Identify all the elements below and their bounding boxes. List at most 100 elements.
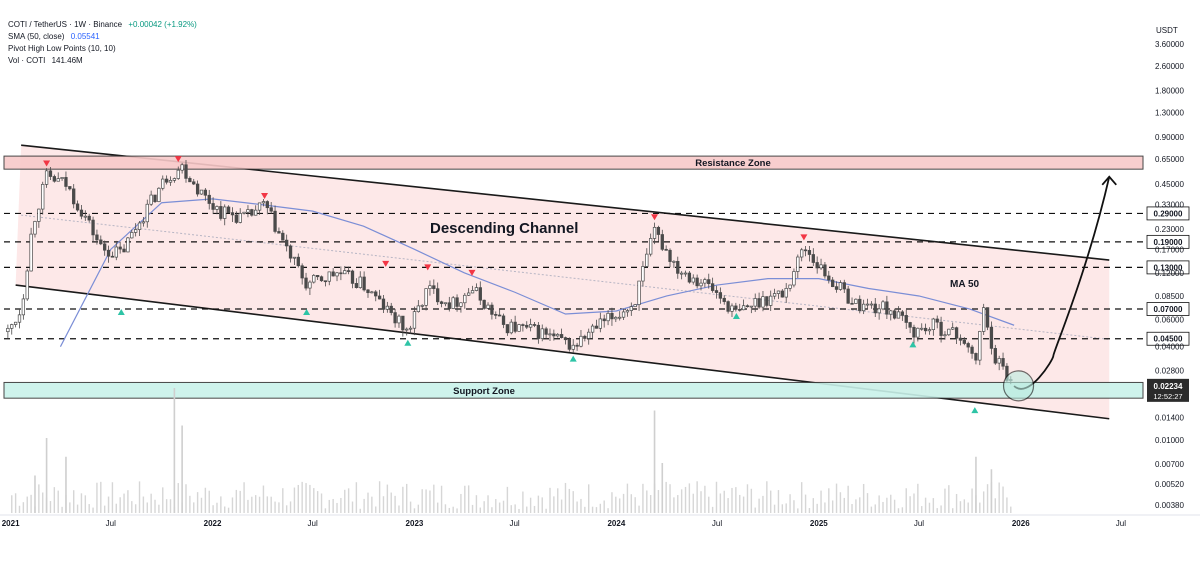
legend-sma-line[interactable]: SMA (50, close) 0.05541 xyxy=(8,32,100,41)
candle[interactable] xyxy=(548,333,552,336)
candle[interactable] xyxy=(474,287,479,291)
candle[interactable] xyxy=(916,327,920,338)
candle[interactable] xyxy=(455,297,459,307)
candle[interactable] xyxy=(803,249,808,252)
pivot-low-marker[interactable] xyxy=(404,339,412,346)
candle[interactable] xyxy=(931,318,935,330)
candle[interactable] xyxy=(958,337,963,341)
sma-line[interactable] xyxy=(59,198,1015,347)
candle[interactable] xyxy=(691,277,695,283)
candle[interactable] xyxy=(838,282,843,290)
candle[interactable] xyxy=(87,215,91,221)
candle[interactable] xyxy=(478,287,482,301)
time-axis[interactable]: 2021 Jul 2022 Jul 2023 Jul 2024 Jul 2025 Jul 2026 J… xyxy=(0,514,1200,528)
candle[interactable] xyxy=(362,276,366,291)
candle[interactable] xyxy=(908,322,912,328)
candle[interactable] xyxy=(505,324,510,334)
candle[interactable] xyxy=(207,194,211,204)
candle[interactable] xyxy=(285,239,289,247)
candle[interactable] xyxy=(242,211,246,214)
pivot-high-marker[interactable] xyxy=(261,193,269,200)
candle[interactable] xyxy=(470,290,475,294)
candle[interactable] xyxy=(83,215,87,218)
candle[interactable] xyxy=(858,298,862,312)
candle[interactable] xyxy=(679,272,684,275)
pivot-high-marker[interactable] xyxy=(800,234,808,241)
candle[interactable] xyxy=(250,209,254,216)
candle[interactable] xyxy=(614,317,618,320)
candle[interactable] xyxy=(718,292,723,299)
candle[interactable] xyxy=(374,291,378,297)
candle[interactable] xyxy=(854,298,858,304)
pivot-low-marker[interactable] xyxy=(732,313,740,320)
candle[interactable] xyxy=(594,325,599,329)
candle[interactable] xyxy=(997,358,1001,364)
candle[interactable] xyxy=(168,179,173,183)
candle[interactable] xyxy=(467,292,471,296)
candle[interactable] xyxy=(428,285,432,289)
candle[interactable] xyxy=(587,331,591,339)
support-zone[interactable] xyxy=(3,381,1144,399)
candle[interactable] xyxy=(350,270,355,284)
candle[interactable] xyxy=(621,311,626,318)
candle[interactable] xyxy=(215,206,219,210)
candle[interactable] xyxy=(327,271,331,282)
candle[interactable] xyxy=(64,177,68,187)
pivot-high-marker[interactable] xyxy=(651,214,659,221)
candle[interactable] xyxy=(176,169,180,179)
candle[interactable] xyxy=(730,305,734,312)
candle[interactable] xyxy=(710,283,715,291)
candle[interactable] xyxy=(405,328,409,331)
candle[interactable] xyxy=(126,237,130,253)
candle[interactable] xyxy=(923,327,928,332)
candle[interactable] xyxy=(846,288,850,304)
candle[interactable] xyxy=(827,275,831,281)
candle[interactable] xyxy=(501,315,506,325)
candle[interactable] xyxy=(772,293,777,297)
candle[interactable] xyxy=(432,285,436,290)
candle[interactable] xyxy=(726,301,730,312)
candle[interactable] xyxy=(532,324,537,326)
candle[interactable] xyxy=(443,302,448,305)
candle[interactable] xyxy=(610,312,614,320)
candle[interactable] xyxy=(346,270,351,272)
candle[interactable] xyxy=(75,203,80,211)
candle[interactable] xyxy=(687,272,692,283)
pivot-high-marker[interactable] xyxy=(424,264,432,271)
candle[interactable] xyxy=(451,297,455,309)
candle[interactable] xyxy=(676,260,680,274)
pivot-high-marker[interactable] xyxy=(468,269,476,276)
candle[interactable] xyxy=(904,315,908,323)
candle[interactable] xyxy=(397,315,401,324)
pivot-low-marker[interactable] xyxy=(909,341,917,348)
candle[interactable] xyxy=(800,249,804,258)
candle[interactable] xyxy=(95,234,99,241)
bottom-circle[interactable] xyxy=(1002,370,1035,402)
candle[interactable] xyxy=(164,178,169,183)
candle[interactable] xyxy=(319,276,324,282)
pivot-high-marker[interactable] xyxy=(174,156,182,163)
candle[interactable] xyxy=(161,178,165,189)
candle[interactable] xyxy=(381,298,386,310)
candle[interactable] xyxy=(765,296,769,306)
candle[interactable] xyxy=(292,256,297,259)
pivot-low-marker[interactable] xyxy=(303,308,311,315)
candle[interactable] xyxy=(486,304,490,309)
resistance-zone[interactable] xyxy=(3,155,1144,170)
candle[interactable] xyxy=(939,321,943,336)
candle[interactable] xyxy=(482,299,486,309)
candle[interactable] xyxy=(734,305,738,310)
candle[interactable] xyxy=(889,310,893,315)
candle[interactable] xyxy=(672,260,676,263)
candle[interactable] xyxy=(52,176,56,182)
candle[interactable] xyxy=(370,291,374,294)
candle[interactable] xyxy=(211,203,215,210)
candle[interactable] xyxy=(331,271,335,277)
candle[interactable] xyxy=(699,282,703,287)
candle[interactable] xyxy=(424,288,428,306)
candle[interactable] xyxy=(312,275,316,283)
candle[interactable] xyxy=(358,276,362,288)
candle[interactable] xyxy=(436,288,440,303)
candle[interactable] xyxy=(498,314,502,317)
